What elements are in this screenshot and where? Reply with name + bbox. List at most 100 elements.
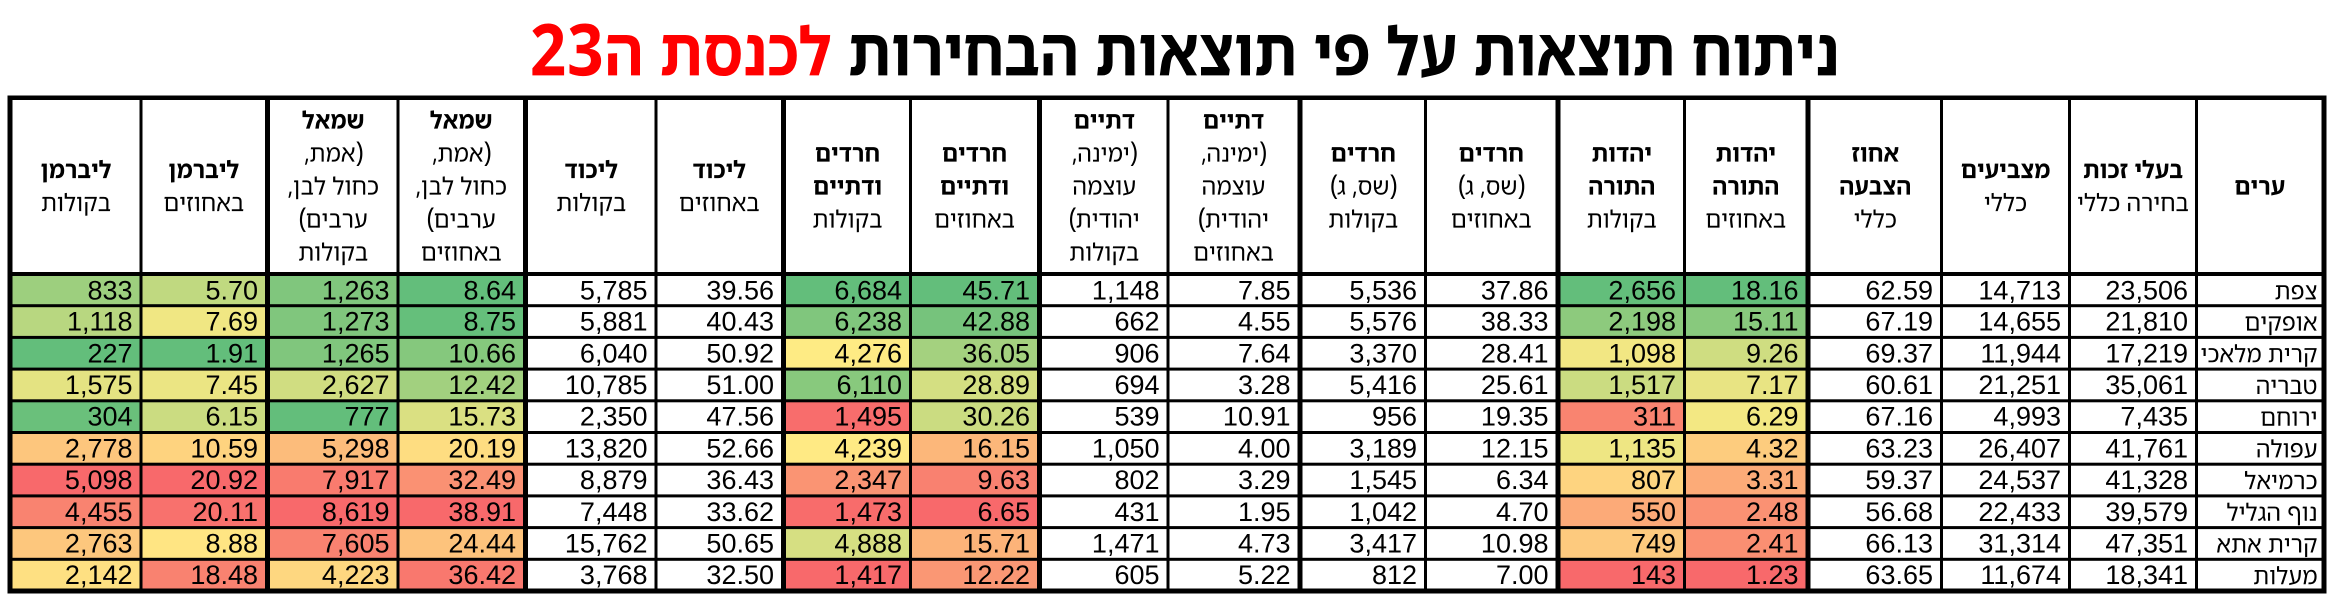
svg-text:30.26: 30.26	[962, 402, 1030, 432]
svg-text:1,473: 1,473	[834, 497, 902, 527]
svg-text:550: 550	[1631, 497, 1676, 527]
svg-text:1,148: 1,148	[1092, 275, 1160, 305]
svg-text:7.85: 7.85	[1238, 275, 1291, 305]
svg-text:749: 749	[1631, 529, 1676, 559]
svg-text:2,778: 2,778	[65, 433, 133, 463]
svg-text:66.13: 66.13	[1865, 529, 1933, 559]
svg-text:12.22: 12.22	[962, 560, 1030, 590]
svg-text:63.23: 63.23	[1865, 433, 1933, 463]
svg-text:8.64: 8.64	[463, 275, 516, 305]
svg-text:14,713: 14,713	[1978, 275, 2061, 305]
svg-text:15.11: 15.11	[1733, 307, 1799, 337]
svg-text:4,223: 4,223	[322, 560, 390, 590]
svg-text:431: 431	[1114, 497, 1159, 527]
svg-text:25.61: 25.61	[1481, 370, 1549, 400]
svg-text:22,433: 22,433	[1978, 497, 2061, 527]
svg-text:5,536: 5,536	[1349, 275, 1417, 305]
svg-text:47,351: 47,351	[2105, 529, 2188, 559]
svg-text:21,810: 21,810	[2105, 307, 2188, 337]
svg-text:7.17: 7.17	[1746, 370, 1799, 400]
svg-text:2,763: 2,763	[65, 529, 133, 559]
svg-text:807: 807	[1631, 465, 1676, 495]
svg-text:24.44: 24.44	[448, 529, 516, 559]
svg-text:36.42: 36.42	[448, 560, 516, 590]
svg-text:40.43: 40.43	[706, 307, 774, 337]
svg-text:812: 812	[1372, 560, 1417, 590]
svg-text:11,674: 11,674	[1980, 560, 2061, 590]
svg-text:2.41: 2.41	[1746, 529, 1799, 559]
svg-text:8,879: 8,879	[580, 465, 648, 495]
svg-text:31,314: 31,314	[1978, 529, 2061, 559]
svg-text:7.64: 7.64	[1238, 338, 1291, 368]
svg-text:47.56: 47.56	[706, 402, 774, 432]
svg-text:15.71: 15.71	[962, 529, 1030, 559]
svg-text:14,655: 14,655	[1978, 307, 2061, 337]
svg-text:26,407: 26,407	[1978, 433, 2061, 463]
svg-text:28.89: 28.89	[962, 370, 1030, 400]
svg-text:1,517: 1,517	[1608, 370, 1676, 400]
svg-text:62.59: 62.59	[1865, 275, 1933, 305]
svg-text:5,298: 5,298	[322, 433, 390, 463]
svg-text:18.16: 18.16	[1731, 275, 1799, 305]
svg-text:24,537: 24,537	[1978, 465, 2061, 495]
svg-text:1,098: 1,098	[1608, 338, 1676, 368]
svg-text:10.59: 10.59	[190, 433, 258, 463]
svg-text:69.37: 69.37	[1865, 338, 1933, 368]
svg-text:3,189: 3,189	[1349, 433, 1417, 463]
svg-text:60.61: 60.61	[1865, 370, 1933, 400]
svg-text:9.63: 9.63	[977, 465, 1030, 495]
svg-text:833: 833	[87, 275, 132, 305]
svg-text:3.31: 3.31	[1746, 465, 1799, 495]
svg-text:1,575: 1,575	[65, 370, 133, 400]
svg-text:5.22: 5.22	[1238, 560, 1291, 590]
svg-text:18.48: 18.48	[190, 560, 258, 590]
svg-text:16.15: 16.15	[962, 433, 1030, 463]
svg-text:4.32: 4.32	[1746, 433, 1799, 463]
svg-text:1,265: 1,265	[322, 338, 390, 368]
svg-text:694: 694	[1114, 370, 1159, 400]
svg-text:4.70: 4.70	[1496, 497, 1549, 527]
svg-text:304: 304	[87, 402, 132, 432]
svg-text:1,495: 1,495	[834, 402, 902, 432]
svg-text:23,506: 23,506	[2105, 275, 2188, 305]
svg-text:50.92: 50.92	[706, 338, 774, 368]
svg-text:12.42: 12.42	[448, 370, 516, 400]
svg-text:51.00: 51.00	[706, 370, 774, 400]
svg-text:7.00: 7.00	[1496, 560, 1549, 590]
svg-text:6.15: 6.15	[205, 402, 258, 432]
svg-text:7,605: 7,605	[322, 529, 390, 559]
svg-text:5,416: 5,416	[1349, 370, 1417, 400]
svg-text:1,135: 1,135	[1608, 433, 1676, 463]
svg-text:777: 777	[344, 402, 389, 432]
svg-text:21,251: 21,251	[1978, 370, 2061, 400]
svg-text:2,627: 2,627	[322, 370, 390, 400]
svg-text:7,448: 7,448	[580, 497, 648, 527]
svg-text:67.19: 67.19	[1865, 307, 1933, 337]
svg-text:9.26: 9.26	[1746, 338, 1799, 368]
svg-text:67.16: 67.16	[1865, 402, 1933, 432]
svg-text:13,820: 13,820	[565, 433, 648, 463]
svg-text:42.88: 42.88	[962, 307, 1030, 337]
svg-text:3,370: 3,370	[1349, 338, 1417, 368]
svg-text:8.88: 8.88	[205, 529, 258, 559]
svg-text:227: 227	[87, 338, 132, 368]
svg-text:2.48: 2.48	[1746, 497, 1799, 527]
svg-text:52.66: 52.66	[706, 433, 774, 463]
svg-text:36.05: 36.05	[962, 338, 1030, 368]
svg-text:6,238: 6,238	[834, 307, 902, 337]
svg-text:2,656: 2,656	[1608, 275, 1676, 305]
svg-text:5,881: 5,881	[580, 307, 648, 337]
svg-text:20.11: 20.11	[192, 497, 258, 527]
svg-text:11,944: 11,944	[1980, 338, 2061, 368]
svg-text:1,545: 1,545	[1349, 465, 1417, 495]
svg-text:662: 662	[1114, 307, 1159, 337]
svg-text:6.34: 6.34	[1496, 465, 1549, 495]
svg-text:45.71: 45.71	[962, 275, 1030, 305]
svg-text:4,993: 4,993	[1993, 402, 2061, 432]
svg-text:4,276: 4,276	[834, 338, 902, 368]
svg-text:10,785: 10,785	[565, 370, 648, 400]
svg-text:4,239: 4,239	[834, 433, 902, 463]
svg-text:20.92: 20.92	[190, 465, 258, 495]
svg-text:1,042: 1,042	[1349, 497, 1417, 527]
svg-text:10.98: 10.98	[1481, 529, 1549, 559]
